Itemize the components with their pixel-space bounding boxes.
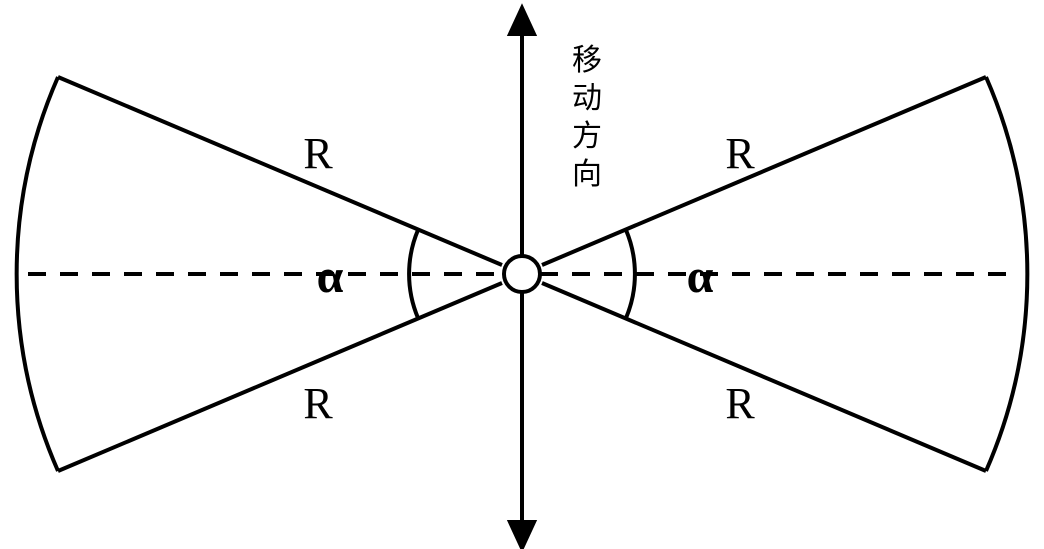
label-alpha-left: α [317, 250, 344, 303]
label-R-lower-right: R [725, 379, 755, 428]
label-alpha-right: α [687, 250, 714, 303]
movement-char-2: 动 [572, 82, 602, 115]
movement-direction-label: 移动方向 [572, 44, 602, 191]
center-node [504, 256, 540, 292]
bowtie-diagram: R R R R α α 移动方向 [0, 0, 1044, 549]
label-R-lower-left: R [303, 379, 333, 428]
label-R-upper-left: R [303, 129, 333, 178]
label-R-upper-right: R [725, 129, 755, 178]
movement-char-3: 方 [572, 120, 602, 153]
movement-char-1: 移 [572, 44, 602, 77]
angle-mark-right [626, 230, 635, 318]
movement-char-4: 向 [572, 158, 602, 191]
arrow-down-icon [510, 522, 534, 548]
arrow-up-icon [510, 8, 534, 34]
